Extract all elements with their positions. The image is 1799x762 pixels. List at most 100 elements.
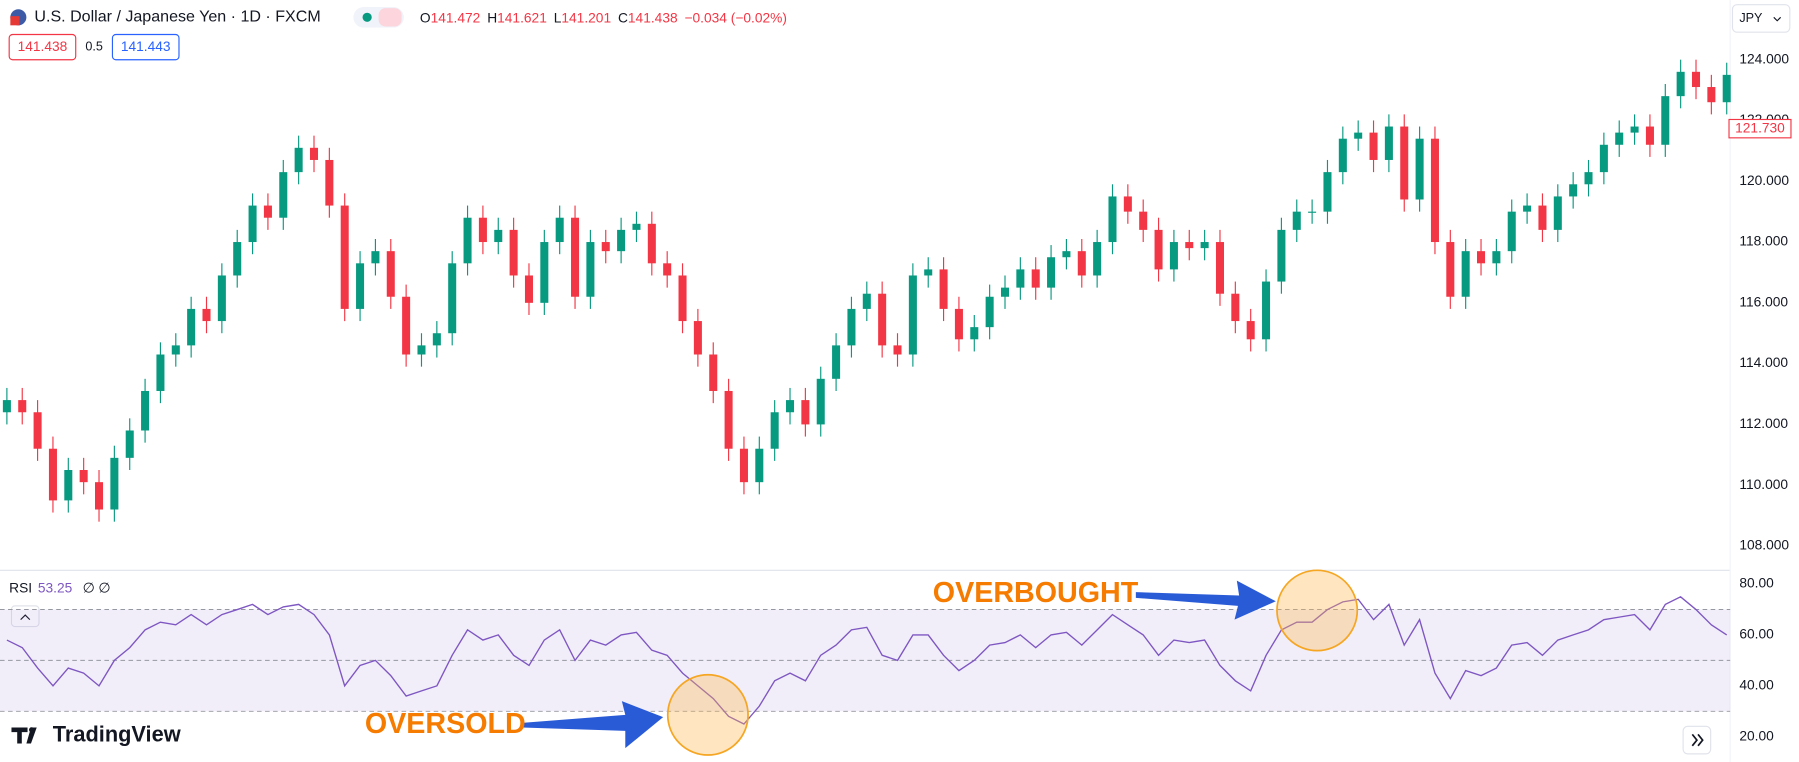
change: −0.034 (−0.02%) [685, 10, 787, 25]
buy-box[interactable] [111, 33, 180, 61]
candle-body [663, 263, 672, 276]
y-tick-label: 60.00 [1739, 627, 1774, 642]
price-tag [1728, 118, 1792, 139]
annotation: OVERBOUGHT [933, 577, 1139, 609]
candle-body [724, 390, 733, 449]
candle-body [1292, 211, 1301, 230]
ohlc-key: H [487, 10, 497, 25]
candle-body [1246, 321, 1255, 340]
candle-body [79, 470, 88, 483]
y-tick-label: 20.00 [1739, 728, 1774, 743]
candle-body [202, 308, 211, 322]
candle-body [248, 205, 257, 243]
brand-logo [29, 727, 35, 733]
candle-body [1323, 172, 1332, 212]
candle-body [524, 275, 533, 303]
candle-body [432, 333, 441, 346]
candle-body [1338, 138, 1347, 173]
candle-body [693, 321, 702, 355]
candle-body [1031, 269, 1040, 288]
candle-body [509, 229, 518, 276]
candle-body [1123, 196, 1132, 212]
candle-body [417, 345, 426, 355]
candle-body [356, 263, 365, 309]
candle-body [33, 412, 42, 449]
candle-body [1308, 211, 1317, 213]
candle-body [386, 251, 395, 297]
collapse-button[interactable] [10, 605, 40, 628]
candle-body [1630, 126, 1639, 133]
highlight-circle [1276, 569, 1359, 652]
candle-body [1569, 184, 1578, 197]
candle-body [816, 378, 825, 425]
candle-body [1047, 257, 1056, 288]
candle-body [1538, 205, 1547, 230]
y-tick-label: 110.000 [1739, 477, 1788, 492]
candle-body [1477, 251, 1486, 264]
candle-body [770, 412, 779, 449]
candle-body [1185, 242, 1194, 249]
candle-body [647, 223, 656, 264]
currency: JPY [1739, 11, 1763, 25]
candle-body [617, 229, 626, 252]
candle-body [1139, 211, 1148, 230]
candle-body [1492, 251, 1501, 264]
candle-body [371, 251, 380, 264]
candle-body [632, 223, 641, 230]
highlight-circle [666, 673, 749, 756]
candle-body [1231, 293, 1240, 322]
candle-body [1615, 132, 1624, 145]
candle-body [1077, 251, 1086, 276]
candle-body [1384, 126, 1393, 160]
candle-body [1277, 229, 1286, 282]
candle-body [739, 448, 748, 483]
candle-body [1169, 242, 1178, 270]
candle-body [1093, 242, 1102, 276]
candle-body [801, 400, 810, 425]
candle-body [878, 293, 887, 346]
candle-body [1707, 87, 1716, 103]
spread: 0.5 [85, 39, 103, 53]
candle-body [939, 269, 948, 309]
status-icon [378, 8, 402, 27]
candle-body [64, 470, 73, 501]
annotation: OVERSOLD [365, 708, 526, 740]
candle-body [571, 217, 580, 297]
plot-area: 108.000 110.000 112.000 114.000 116.000 118.0… [0, 51, 1792, 743]
candle-body [1599, 144, 1608, 173]
candle-body [1722, 74, 1731, 103]
candle-body [494, 229, 503, 243]
sell-box[interactable] [8, 33, 77, 61]
candle-body [1000, 287, 1010, 297]
candle-body [540, 242, 549, 303]
ohlc-key: L [554, 10, 562, 25]
candle-body [1154, 229, 1163, 270]
candle-body [1400, 126, 1409, 200]
status-dot [362, 12, 372, 22]
candle-body [1430, 138, 1439, 243]
indicator-value: 53.25 [38, 580, 73, 595]
currency-button[interactable] [1731, 4, 1791, 33]
brand-name: TradingView [53, 721, 181, 746]
y-tick-label: 112.000 [1739, 416, 1788, 431]
candle-body [893, 345, 902, 355]
candle-body [847, 308, 856, 346]
candle-body [217, 275, 226, 322]
candle-body [1676, 71, 1685, 97]
y-tick-label: 120.000 [1739, 173, 1789, 188]
candle-body [325, 159, 334, 206]
candle-body [1507, 211, 1516, 252]
candle-body [586, 242, 595, 297]
candle-body [601, 242, 610, 252]
arrow [522, 701, 664, 749]
y-tick-label: 118.000 [1739, 234, 1788, 249]
candle-body [18, 400, 27, 413]
candle-body [1523, 205, 1532, 212]
candle-body [233, 242, 242, 276]
ohlc-value: 141.621 [497, 10, 547, 25]
candle-body [985, 296, 994, 328]
candle-body [279, 172, 288, 218]
y-tick-label: 80.00 [1739, 576, 1774, 591]
scroll-icon [1691, 733, 1704, 747]
candle-body [1108, 196, 1117, 243]
